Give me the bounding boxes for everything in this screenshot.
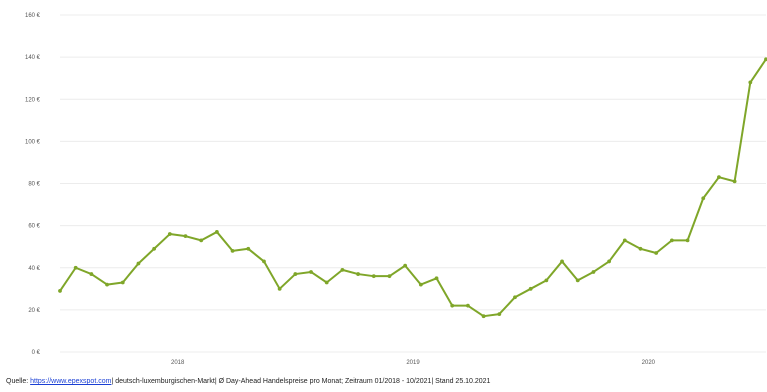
- data-point: [356, 272, 360, 276]
- data-point: [528, 286, 533, 291]
- data-point: [669, 238, 674, 243]
- source-prefix: Quelle:: [6, 378, 31, 385]
- source-link[interactable]: https://www.epexspot.com: [30, 378, 112, 385]
- data-point: [607, 259, 612, 264]
- data-point: [701, 196, 706, 201]
- data-point: [246, 246, 251, 251]
- data-point: [764, 57, 767, 62]
- data-point: [732, 179, 737, 184]
- data-point: [560, 259, 564, 264]
- y-tick-label: 40 €: [28, 266, 40, 272]
- data-point: [497, 312, 502, 316]
- data-point: [183, 234, 188, 239]
- data-point: [120, 280, 125, 285]
- data-point: [324, 280, 329, 285]
- source-footnote: Quelle: https://www.epexspot.com| deutsc…: [6, 378, 490, 385]
- series-layer: [58, 57, 767, 319]
- grid-lines: [60, 14, 766, 353]
- y-tick-label: 20 €: [28, 308, 40, 314]
- data-point: [58, 289, 62, 293]
- data-point: [340, 267, 345, 272]
- data-point: [748, 80, 753, 85]
- data-point: [403, 263, 408, 268]
- line-chart: 0 €20 €40 €60 €80 €100 €120 €140 €160 € …: [25, 13, 767, 366]
- data-point: [450, 303, 455, 308]
- data-point: [654, 251, 659, 255]
- data-point: [277, 286, 282, 291]
- y-tick-label: 120 €: [25, 97, 41, 103]
- data-point: [309, 270, 313, 274]
- data-point: [513, 295, 517, 300]
- data-point: [167, 232, 172, 236]
- data-point: [685, 238, 690, 243]
- data-point: [387, 274, 392, 279]
- data-point: [89, 272, 94, 276]
- data-point: [262, 259, 266, 264]
- data-point: [638, 246, 643, 251]
- data-point: [371, 274, 376, 279]
- data-point: [152, 246, 157, 251]
- data-point: [230, 249, 235, 253]
- data-point: [105, 282, 109, 287]
- data-point: [293, 272, 298, 276]
- y-tick-label: 60 €: [28, 224, 40, 230]
- series-line: [59, 58, 767, 318]
- y-tick-label: 140 €: [25, 55, 41, 61]
- y-axis-ticks: 0 € 20 € 40 € 60 € 80 € 100 € 120 € 140 € 160 €: [25, 13, 41, 356]
- x-tick-label: 2020: [642, 360, 656, 366]
- data-point: [717, 175, 721, 180]
- source-description: | deutsch-luxemburgischen-Markt| Ø Day-A…: [111, 378, 491, 385]
- data-point: [214, 230, 219, 234]
- x-tick-label: 2018: [171, 360, 185, 366]
- y-tick-label: 160 €: [25, 13, 41, 19]
- y-tick-label: 80 €: [28, 182, 40, 188]
- y-tick-label: 100 €: [25, 139, 41, 145]
- data-point: [591, 270, 596, 274]
- y-tick-label: 0 €: [32, 350, 41, 356]
- data-point: [73, 265, 78, 270]
- data-point: [622, 238, 627, 243]
- x-axis-ticks: 2018201920202021: [171, 360, 656, 366]
- data-point: [466, 303, 470, 308]
- data-point: [434, 276, 439, 281]
- data-point: [481, 314, 486, 319]
- x-tick-label: 2019: [406, 360, 420, 366]
- data-point: [575, 278, 580, 283]
- data-point: [418, 282, 423, 287]
- data-point: [199, 238, 204, 243]
- data-point: [136, 261, 141, 266]
- data-point: [544, 278, 549, 283]
